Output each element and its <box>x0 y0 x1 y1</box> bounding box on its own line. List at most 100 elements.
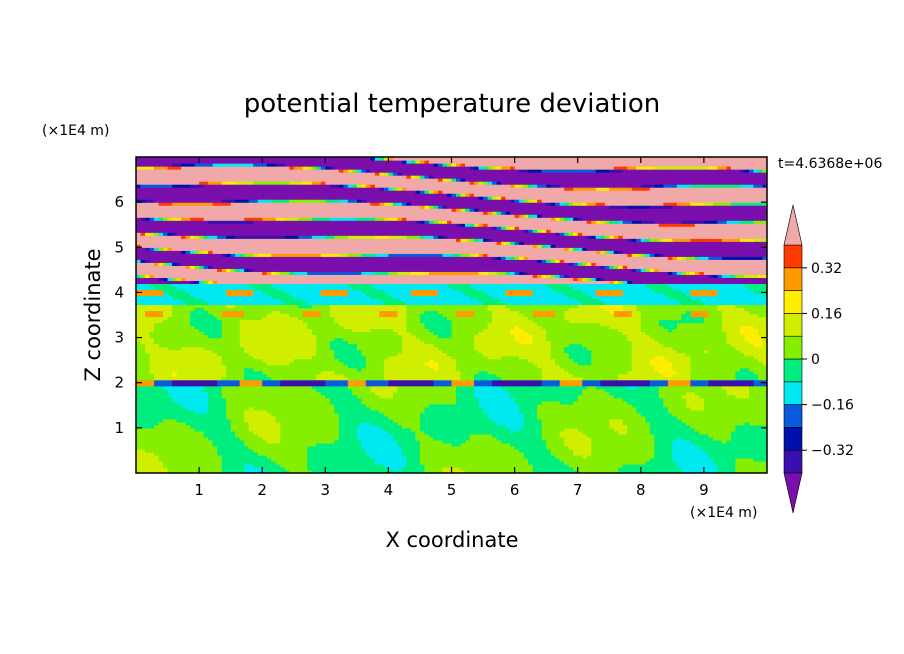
field-cell <box>230 406 236 411</box>
field-cell <box>681 409 687 414</box>
field-cell <box>212 409 218 414</box>
field-cell <box>478 418 484 423</box>
field-cell <box>501 421 507 426</box>
field-cell <box>208 457 214 462</box>
field-cell <box>496 466 502 471</box>
field-cell <box>365 424 371 429</box>
field-cell <box>181 436 187 441</box>
field-cell <box>320 409 326 414</box>
field-cell <box>428 427 435 432</box>
field-cell <box>699 448 705 453</box>
field-cell <box>456 454 462 459</box>
field-cell <box>591 451 597 456</box>
field-cell <box>235 442 241 447</box>
field-cell <box>415 448 421 453</box>
field-cell <box>280 448 286 453</box>
field-cell <box>262 433 268 438</box>
field-cell <box>546 406 552 411</box>
field-cell <box>383 409 389 414</box>
field-cell <box>753 427 759 432</box>
field-cell <box>744 451 750 456</box>
field-cell <box>347 451 353 456</box>
field-cell <box>528 457 534 462</box>
field-cell <box>717 469 723 473</box>
field-cell <box>446 454 453 459</box>
field-cell <box>365 427 371 432</box>
field-cell <box>248 457 254 462</box>
field-cell <box>604 412 610 417</box>
field-cell <box>262 430 268 435</box>
field-cell <box>374 448 380 453</box>
field-cell <box>370 466 376 471</box>
field-cell <box>699 439 705 444</box>
field-cell <box>437 448 444 453</box>
field-cell <box>244 403 250 408</box>
field-cell <box>334 424 340 429</box>
field-cell <box>649 442 655 447</box>
field-cell <box>374 430 380 435</box>
field-cell <box>244 469 250 473</box>
field-cell <box>437 469 444 473</box>
field-cell <box>708 412 714 417</box>
field-cell <box>528 466 534 471</box>
field-cell <box>505 454 511 459</box>
field-cell <box>388 415 394 420</box>
field-cell <box>460 424 466 429</box>
field-cell <box>748 439 755 444</box>
field-cell <box>658 463 664 468</box>
field-cell <box>492 406 498 411</box>
field-cell <box>703 421 710 426</box>
field-cell <box>239 466 245 471</box>
field-cell <box>474 427 480 432</box>
field-cell <box>586 409 592 414</box>
field-cell <box>284 424 290 429</box>
field-cell <box>609 424 615 429</box>
field-cell <box>181 457 187 462</box>
field-cell <box>573 442 579 447</box>
field-cell <box>410 436 417 441</box>
field-cell <box>456 412 462 417</box>
field-cell <box>167 421 173 426</box>
field-cell <box>181 421 187 426</box>
field-cell <box>645 445 651 450</box>
field-cell <box>329 442 335 447</box>
field-cell <box>284 457 290 462</box>
field-cell <box>703 448 710 453</box>
field-cell <box>739 418 746 423</box>
field-cell <box>361 466 367 471</box>
field-cell <box>708 433 714 438</box>
field-cell <box>514 418 520 423</box>
field-cell <box>401 406 408 411</box>
field-cell <box>618 424 624 429</box>
field-cell <box>356 445 362 450</box>
field-cell <box>266 406 272 411</box>
field-cell <box>244 415 250 420</box>
field-cell <box>410 445 417 450</box>
field-cell <box>568 412 574 417</box>
field-cell <box>374 451 380 456</box>
field-cell <box>338 427 344 432</box>
field-cell <box>519 406 525 411</box>
field-cell <box>347 436 353 441</box>
field-cell <box>388 463 394 468</box>
field-cell <box>663 424 669 429</box>
field-cell <box>199 403 205 408</box>
field-cell <box>519 409 525 414</box>
field-cell <box>194 469 200 473</box>
field-cell <box>217 415 223 420</box>
field-cell <box>483 436 489 441</box>
field-cell <box>388 418 394 423</box>
field-cell <box>726 445 732 450</box>
field-cell <box>622 424 628 429</box>
field-cell <box>559 424 565 429</box>
field-cell <box>352 439 358 444</box>
field-cell <box>537 442 543 447</box>
field-cell <box>154 403 160 408</box>
field-cell <box>577 469 583 473</box>
field-cell <box>428 409 435 414</box>
field-cell <box>154 412 160 417</box>
field-cell <box>636 454 642 459</box>
field-cell <box>158 433 164 438</box>
field-cell <box>492 442 498 447</box>
field-cell <box>586 427 592 432</box>
